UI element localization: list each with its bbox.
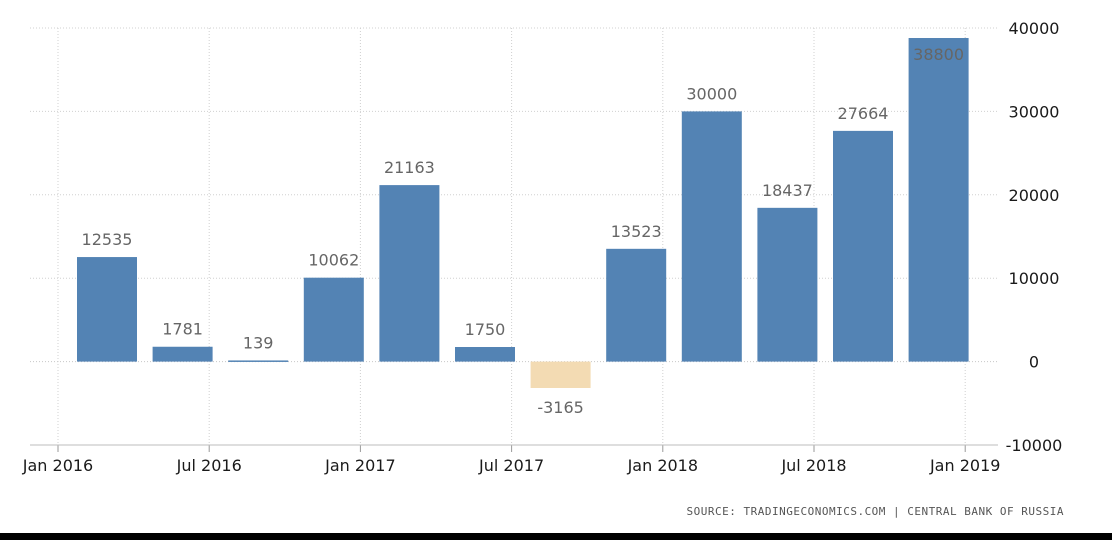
y-axis: 40000 30000 20000 10000 0 -10000	[1006, 19, 1063, 455]
bar-2016-Q1	[77, 257, 137, 362]
y-tick-label: 30000	[1009, 102, 1060, 121]
bar-2017-Q2	[455, 347, 515, 362]
x-tick-label: Jul 2016	[176, 456, 242, 475]
x-tick-label: Jan 2017	[324, 456, 395, 475]
data-label-2018-Q1: 30000	[686, 84, 737, 103]
data-label-2017-Q3: -3165	[537, 398, 584, 417]
bar-2016-Q4	[303, 277, 364, 362]
bars	[77, 38, 969, 388]
data-label-2016-Q4: 10062	[308, 251, 359, 270]
data-label-2016-Q3: 139	[243, 333, 274, 352]
bar-2018-Q1	[681, 111, 742, 362]
data-label-2017-Q2: 1750	[465, 320, 506, 339]
bar-2018-Q2	[757, 207, 818, 362]
bar-2017-Q4	[606, 248, 667, 362]
y-tick-label: 0	[1029, 353, 1039, 372]
y-tick-label: 40000	[1009, 19, 1060, 38]
data-label-2018-Q2: 18437	[762, 181, 813, 200]
data-labels: 12535 1781 139 10062 21163 1750 -3165 13523 3000…	[82, 45, 965, 417]
y-tick-label: 20000	[1009, 186, 1060, 205]
x-axis: Jan 2016 Jul 2016 Jan 2017 Jul 2017 Jan 2018…	[22, 444, 1000, 475]
y-tick-label: 10000	[1009, 269, 1060, 288]
data-label-2016-Q2: 1781	[162, 320, 203, 339]
bar-2018-Q4	[908, 38, 969, 362]
data-label-2017-Q1: 21163	[384, 158, 435, 177]
bar-2016-Q3	[228, 360, 289, 362]
x-tick-label: Jul 2017	[478, 456, 544, 475]
bar-2016-Q2	[152, 346, 213, 362]
x-tick-label: Jan 2016	[22, 456, 93, 475]
bar-2018-Q3	[833, 130, 893, 362]
data-label-2018-Q3: 27664	[838, 104, 889, 123]
x-tick-label: Jul 2018	[780, 456, 846, 475]
x-tick-label: Jan 2019	[929, 456, 1000, 475]
x-tick-label: Jan 2018	[627, 456, 698, 475]
bar-2017-Q1	[379, 185, 440, 362]
bar-2017-Q3	[530, 361, 591, 388]
data-label-2017-Q4: 13523	[611, 222, 662, 241]
data-label-2018-Q4: 38800	[913, 45, 964, 64]
y-tick-label: -10000	[1006, 436, 1063, 455]
source-attribution: SOURCE: TRADINGECONOMICS.COM | CENTRAL B…	[686, 505, 1064, 518]
bottom-border	[0, 533, 1112, 540]
data-label-2016-Q1: 12535	[82, 230, 133, 249]
